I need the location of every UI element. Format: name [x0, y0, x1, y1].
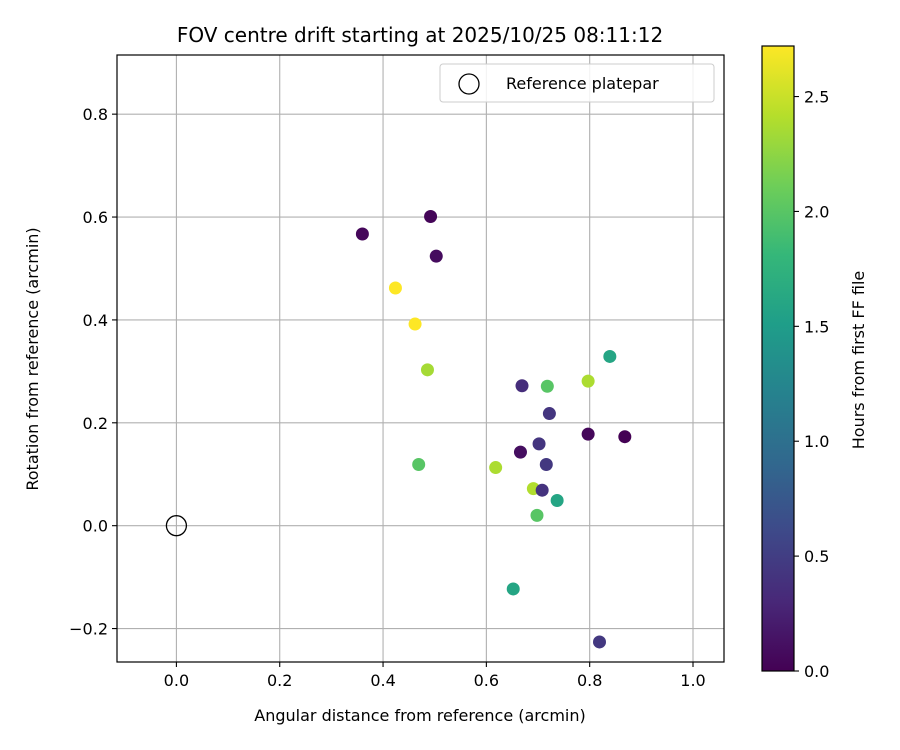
y-tick-label: 0.8 — [83, 105, 108, 124]
data-point — [581, 427, 595, 441]
plot-frame — [116, 54, 725, 663]
y-tick-label: 0.6 — [83, 208, 108, 227]
legend-label: Reference platepar — [506, 74, 659, 93]
data-point — [539, 457, 553, 471]
x-tick-label: 0.2 — [267, 671, 292, 690]
data-points — [165, 210, 632, 649]
data-point — [581, 374, 595, 388]
x-axis-label: Angular distance from reference (arcmin) — [254, 706, 585, 725]
data-point — [542, 407, 556, 421]
x-tick-label: 0.6 — [474, 671, 499, 690]
data-point — [540, 379, 554, 393]
colorbar-tick-label: 2.0 — [804, 202, 829, 221]
legend-box — [439, 63, 715, 103]
x-axis-ticks: 0.0 0.2 0.4 0.6 0.8 1.0 — [164, 662, 706, 690]
colorbar: 0.0 0.5 1.0 1.5 2.0 2.5 Hours from first FF f… — [761, 45, 868, 681]
data-point — [420, 363, 434, 377]
data-point — [408, 317, 422, 331]
legend-marker-open-circle-icon — [458, 73, 480, 95]
data-point — [513, 445, 527, 459]
legend: Reference platepar — [439, 63, 715, 103]
data-point — [603, 349, 617, 363]
y-axis-ticks: −0.2 0.0 0.2 0.4 0.6 0.8 — [69, 105, 117, 639]
colorbar-label: Hours from first FF file — [849, 271, 868, 450]
data-point — [618, 430, 632, 444]
data-point — [535, 483, 549, 497]
colorbar-tick-label: 0.0 — [804, 662, 829, 681]
data-point — [530, 508, 544, 522]
colorbar-tick-label: 2.5 — [804, 88, 829, 107]
data-point — [429, 249, 443, 263]
data-point — [515, 379, 529, 393]
data-point — [506, 582, 520, 596]
colorbar-ticks: 0.0 0.5 1.0 1.5 2.0 2.5 — [794, 88, 829, 681]
data-point — [532, 437, 546, 451]
data-point — [424, 210, 438, 224]
reference-platepar-marker — [165, 515, 188, 537]
data-point — [489, 461, 503, 475]
colorbar-tick-label: 1.5 — [804, 317, 829, 336]
colorbar-tick-label: 0.5 — [804, 547, 829, 566]
grid — [117, 55, 724, 662]
data-point — [355, 227, 369, 241]
y-tick-label: 0.0 — [83, 517, 108, 536]
data-point — [388, 281, 402, 295]
data-point — [412, 457, 426, 471]
x-tick-label: 0.0 — [164, 671, 189, 690]
y-tick-label: 0.2 — [83, 414, 108, 433]
x-tick-label: 0.8 — [577, 671, 602, 690]
colorbar-tick-label: 1.0 — [804, 432, 829, 451]
chart-title: FOV centre drift starting at 2025/10/25 … — [177, 23, 663, 47]
y-axis-label: Rotation from reference (arcmin) — [23, 227, 42, 490]
y-tick-label: −0.2 — [69, 620, 108, 639]
y-tick-label: 0.4 — [83, 311, 108, 330]
colorbar-gradient — [761, 45, 795, 672]
x-tick-label: 0.4 — [370, 671, 395, 690]
x-tick-label: 1.0 — [680, 671, 705, 690]
data-point — [593, 635, 607, 649]
data-point — [550, 493, 564, 507]
